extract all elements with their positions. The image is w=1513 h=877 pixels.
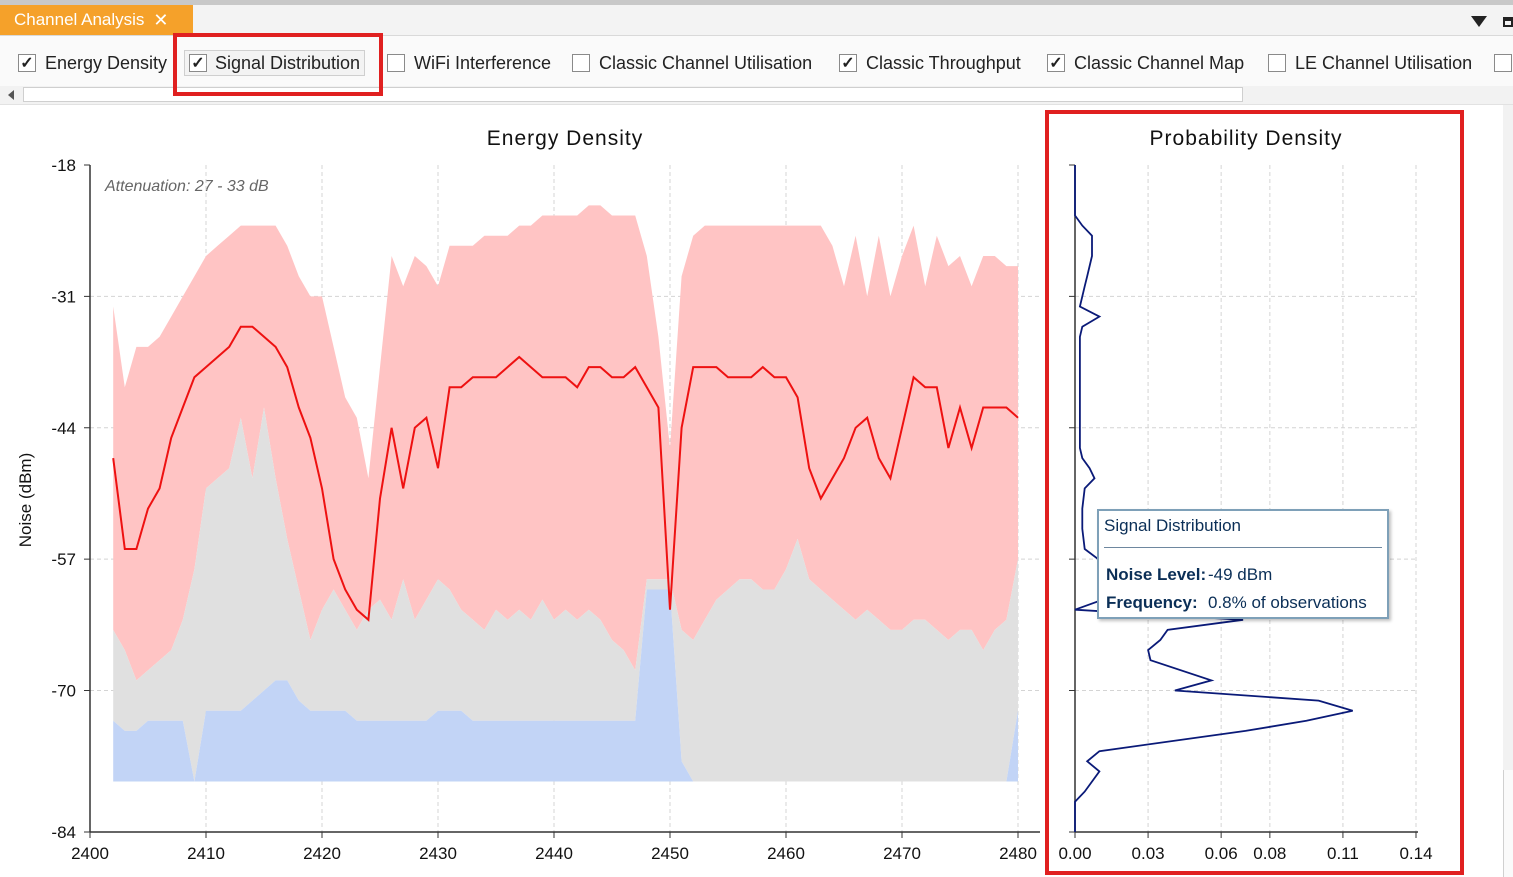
energy-density-title: Energy Density <box>487 127 643 150</box>
scroll-thumb[interactable] <box>23 87 1243 102</box>
probability-density-title: Probability Density <box>1150 127 1343 150</box>
x-tick-label: 2420 <box>303 844 341 863</box>
tooltip-row-noise-level: Noise Level: -49 dBm <box>1106 565 1272 585</box>
y-tick-label: -70 <box>51 682 76 701</box>
tooltip-value: 0.8% of observations <box>1208 593 1367 612</box>
tab-title: Channel Analysis <box>14 10 145 29</box>
vertical-scroll-thumb[interactable] <box>1503 770 1513 877</box>
max-noise-band <box>113 205 1018 681</box>
x-tick-label: 0.06 <box>1205 844 1238 863</box>
x-tick-label: 2440 <box>535 844 573 863</box>
option-wifi-interference[interactable]: WiFi Interference <box>387 50 551 76</box>
x-tick-label: 0.03 <box>1132 844 1165 863</box>
tab-bar: Channel Analysis ✕ <box>0 5 1513 36</box>
option-label: Classic Channel Utilisation <box>599 52 813 73</box>
option-label: WiFi Interference <box>414 52 552 73</box>
close-icon[interactable]: ✕ <box>153 10 169 30</box>
option-classic-channel-map[interactable]: ✓ Classic Channel Map <box>1047 50 1244 76</box>
option-label: LE Channel Utilisation <box>1295 52 1473 73</box>
average-noise-line <box>112 325 1019 622</box>
x-tick-label: 0.14 <box>1399 844 1432 863</box>
checkbox[interactable] <box>387 54 405 72</box>
tooltip-divider <box>1104 547 1382 548</box>
x-tick-label: 0.11 <box>1327 844 1359 863</box>
x-tick-label: 0.08 <box>1253 844 1286 863</box>
checkbox[interactable] <box>572 54 590 72</box>
y-tick-label: -57 <box>51 550 76 569</box>
tooltip-key: Frequency: <box>1106 593 1198 612</box>
tooltip-value: -49 dBm <box>1208 565 1273 584</box>
option-label: Energy Density <box>45 52 168 73</box>
checkbox[interactable] <box>1268 54 1286 72</box>
x-tick-label: 0.00 <box>1058 844 1091 863</box>
restore-window-icon[interactable] <box>1503 17 1513 27</box>
checkbox[interactable]: ✓ <box>839 54 857 72</box>
option-classic-channel-utilisation[interactable]: Classic Channel Utilisation <box>572 50 812 76</box>
y-tick-label: -18 <box>51 156 76 175</box>
option-signal-distribution[interactable]: ✓ Signal Distribution <box>184 50 366 76</box>
y-axis-label: Noise (dBm) <box>16 453 35 547</box>
tooltip-key: Noise Level: <box>1106 565 1207 584</box>
chevron-down-icon[interactable] <box>1471 16 1487 27</box>
attenuation-annotation: Attenuation: 27 - 33 dB <box>104 178 269 195</box>
y-tick-label: -84 <box>51 823 76 842</box>
y-tick-label: -44 <box>51 419 76 438</box>
option-label: Classic Channel Map <box>1074 52 1245 73</box>
x-tick-label: 2430 <box>419 844 457 863</box>
x-tick-label: 2460 <box>767 844 805 863</box>
tooltip-row-frequency: Frequency: 0.8% of observations <box>1106 593 1367 613</box>
checkbox[interactable] <box>1494 54 1512 72</box>
checkbox[interactable]: ✓ <box>1047 54 1065 72</box>
x-tick-label: 2400 <box>71 844 109 863</box>
option-label: Classic Throughput <box>866 52 1021 73</box>
scroll-left-icon[interactable] <box>8 90 14 100</box>
y-tick-label: -31 <box>51 287 76 306</box>
checkbox[interactable]: ✓ <box>189 54 207 72</box>
x-tick-label: 2480 <box>999 844 1037 863</box>
min-noise-band <box>113 589 1018 782</box>
option-energy-density[interactable]: ✓ Energy Density <box>18 50 167 76</box>
view-options-toolbar: ✓ Energy Density ✓ Signal Distribution W… <box>0 36 1513 87</box>
option-overflow[interactable] <box>1494 50 1512 76</box>
window-top-border <box>0 0 1513 5</box>
vertical-scrollbar[interactable] <box>1503 105 1513 877</box>
x-tick-label: 2410 <box>187 844 225 863</box>
signal-distribution-line <box>1074 165 1353 832</box>
checkbox[interactable]: ✓ <box>18 54 36 72</box>
x-tick-label: 2470 <box>883 844 921 863</box>
horizontal-scrollbar[interactable] <box>0 86 1513 105</box>
signal-distribution-tooltip: Signal Distribution Noise Level: -49 dBm… <box>1097 509 1389 619</box>
mid-noise-band <box>113 407 1018 782</box>
option-classic-throughput[interactable]: ✓ Classic Throughput <box>839 50 1021 76</box>
option-label: Signal Distribution <box>215 52 361 73</box>
tooltip-title: Signal Distribution <box>1104 516 1242 535</box>
tab-channel-analysis[interactable]: Channel Analysis ✕ <box>0 5 193 35</box>
x-tick-label: 2450 <box>651 844 689 863</box>
option-le-channel-utilisation[interactable]: LE Channel Utilisation <box>1268 50 1472 76</box>
